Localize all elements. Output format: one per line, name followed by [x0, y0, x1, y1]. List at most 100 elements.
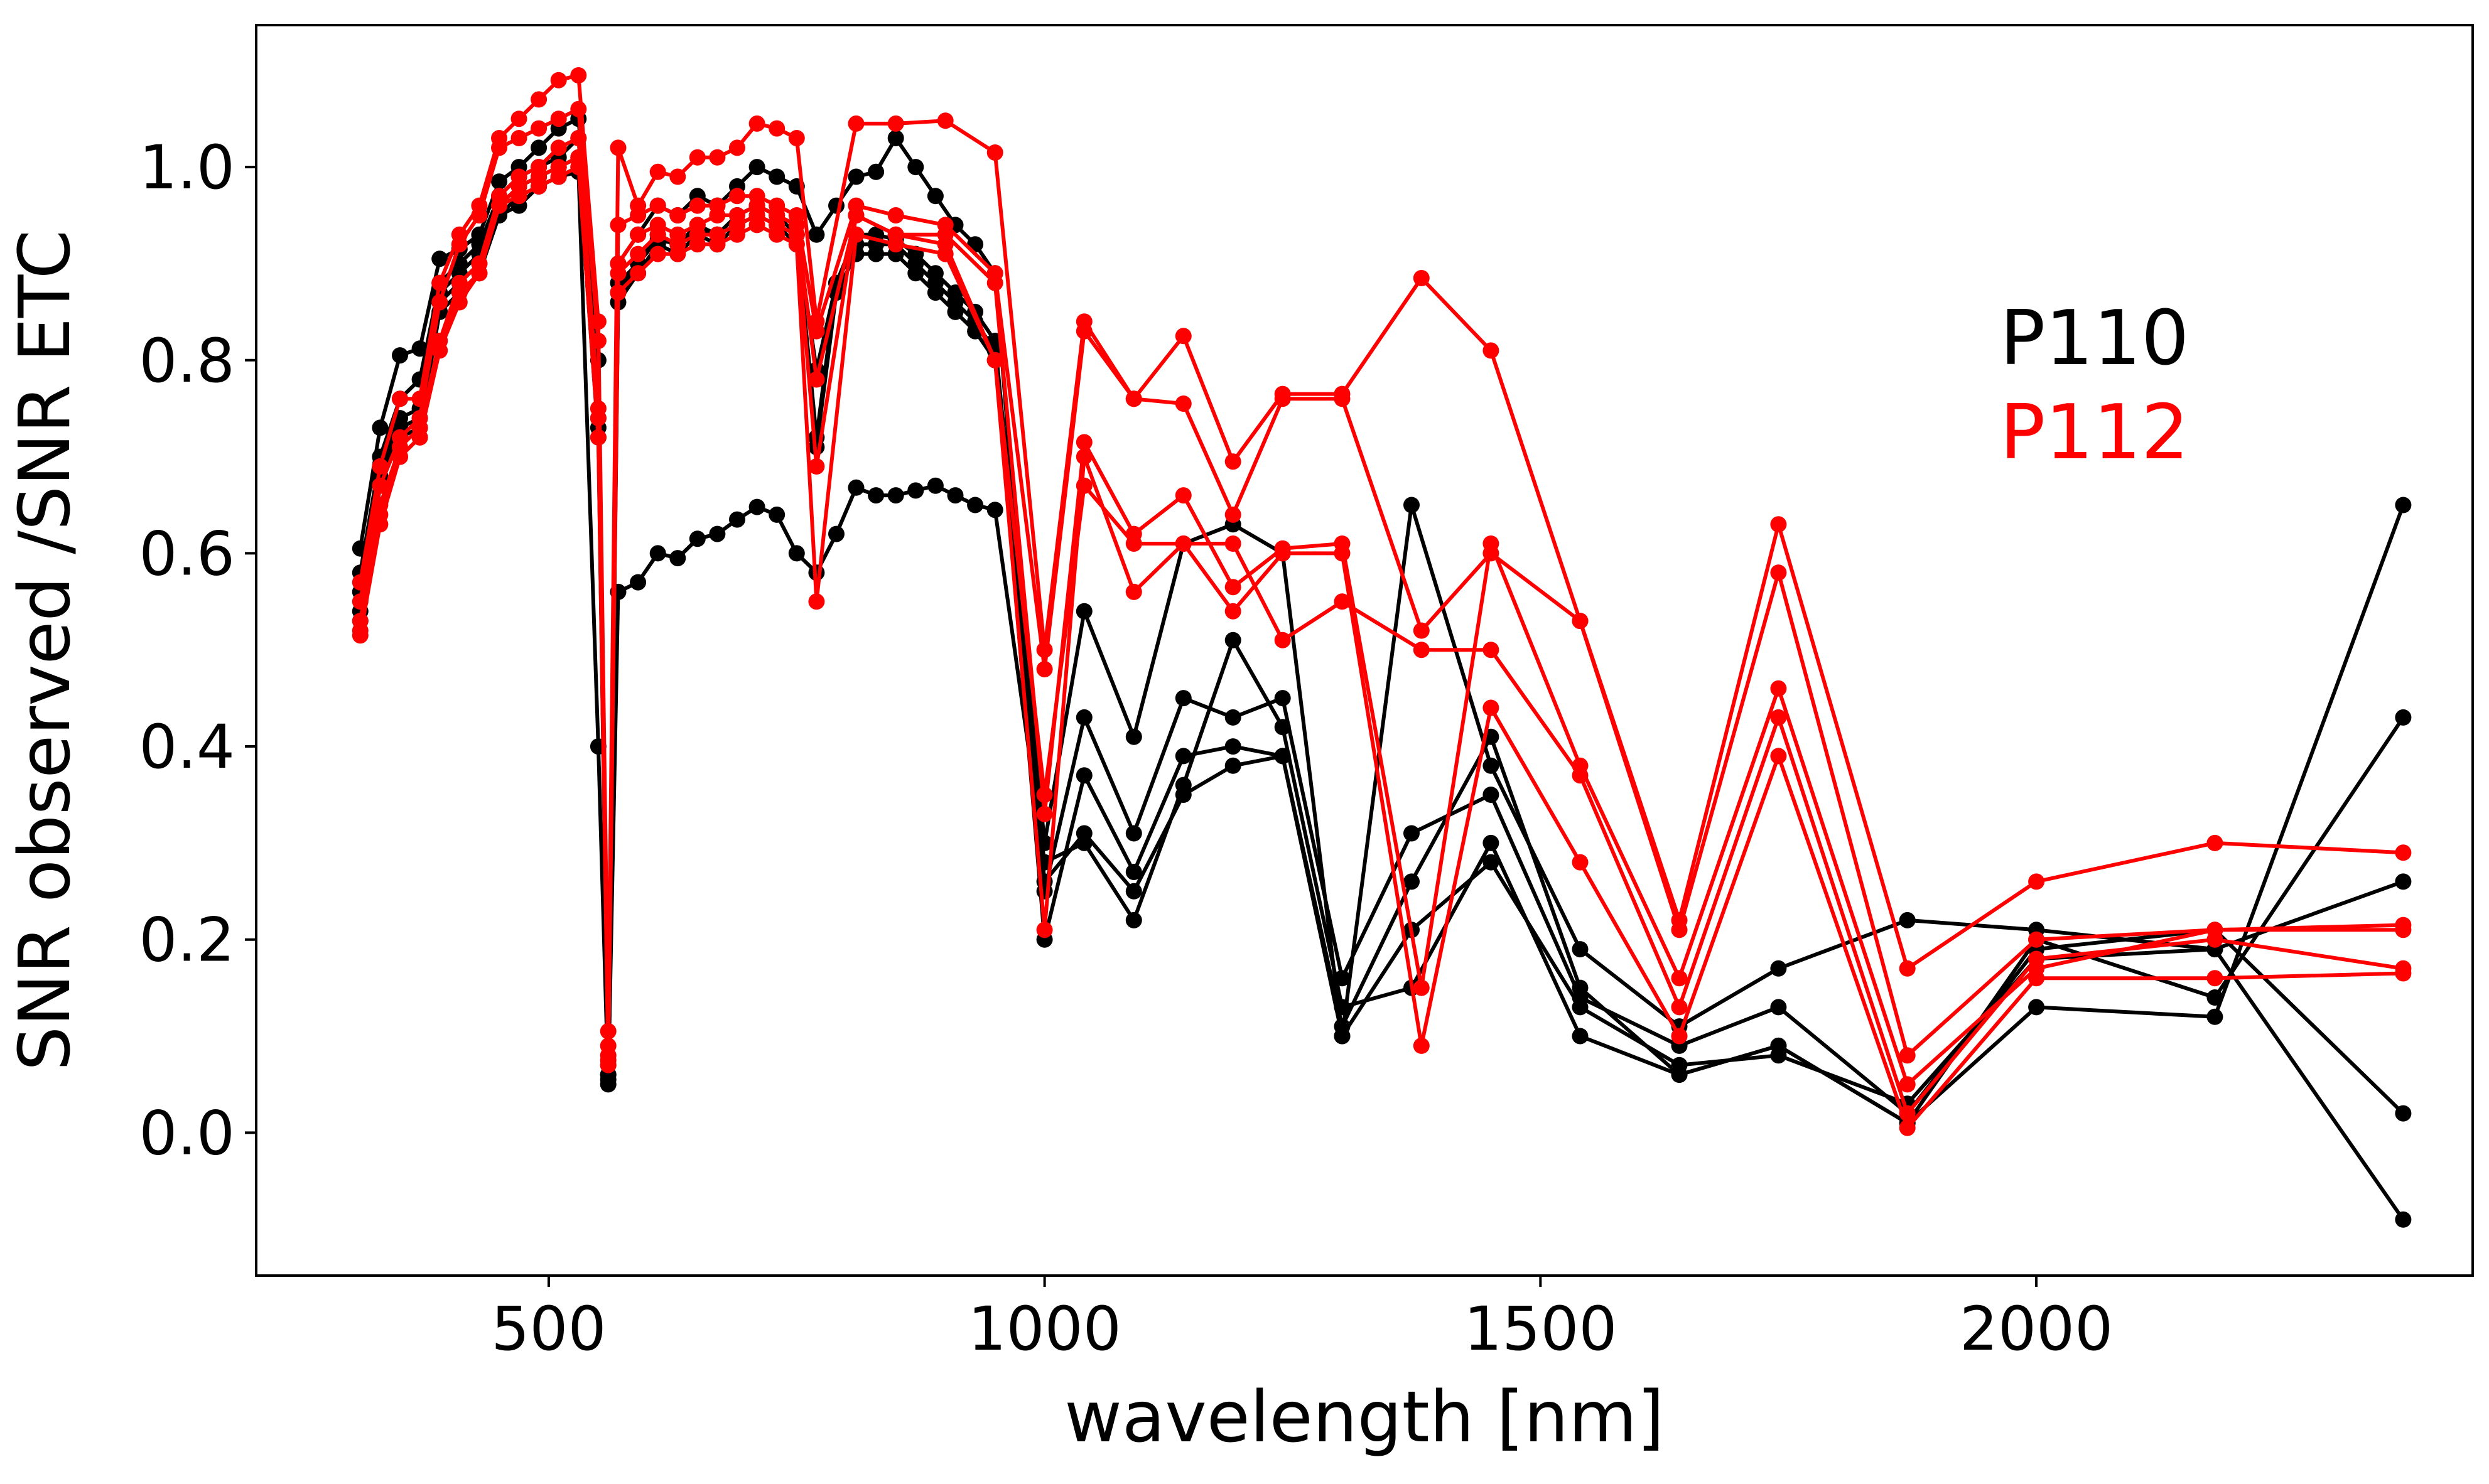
data-point — [868, 245, 885, 262]
data-point — [1572, 999, 1589, 1016]
data-point — [531, 178, 548, 195]
data-point — [689, 530, 706, 547]
data-point — [1899, 1047, 1916, 1064]
data-point — [491, 197, 507, 214]
data-point — [2395, 497, 2412, 513]
data-point — [649, 163, 666, 180]
data-point — [531, 91, 548, 108]
data-point — [1482, 854, 1499, 871]
data-point — [1224, 709, 1241, 726]
data-point — [600, 1057, 617, 1073]
data-point — [769, 120, 786, 137]
data-point — [1076, 603, 1093, 620]
data-point — [769, 168, 786, 185]
data-point — [510, 110, 527, 127]
data-point — [610, 265, 627, 282]
data-point — [1671, 1067, 1688, 1083]
data-point — [709, 149, 726, 166]
data-point — [986, 352, 1003, 368]
data-point — [1274, 690, 1291, 707]
data-point — [1403, 873, 1420, 890]
data-point — [1224, 603, 1241, 620]
data-point — [1770, 1037, 1787, 1054]
data-point — [769, 226, 786, 243]
data-point — [788, 236, 805, 253]
data-point — [689, 197, 706, 214]
data-point — [1076, 834, 1093, 851]
data-point — [550, 168, 567, 185]
data-point — [1175, 535, 1192, 552]
data-point — [1482, 699, 1499, 716]
data-point — [927, 284, 944, 301]
data-point — [2028, 999, 2045, 1016]
data-point — [1770, 999, 1787, 1016]
data-point — [531, 120, 548, 137]
data-point — [1125, 864, 1142, 880]
data-point — [1572, 941, 1589, 958]
data-point — [808, 226, 825, 243]
data-point — [1413, 1037, 1430, 1054]
data-point — [1770, 709, 1787, 726]
data-point — [2395, 844, 2412, 861]
data-point — [1334, 1028, 1351, 1045]
data-point — [2395, 873, 2412, 890]
data-point — [709, 207, 726, 223]
plot-frame — [255, 24, 2474, 1277]
data-point — [2395, 1211, 2412, 1228]
data-point — [1224, 757, 1241, 774]
data-point — [1770, 564, 1787, 581]
data-point — [848, 226, 865, 243]
data-point — [570, 159, 587, 176]
data-point — [471, 265, 488, 282]
data-point — [748, 159, 765, 176]
data-point — [1224, 579, 1241, 596]
data-point — [550, 72, 567, 89]
data-point — [1770, 748, 1787, 765]
data-point — [649, 197, 666, 214]
data-point — [1175, 395, 1192, 412]
data-point — [1572, 1028, 1589, 1045]
data-point — [1036, 805, 1053, 822]
data-point — [669, 168, 686, 185]
data-point — [491, 173, 507, 190]
data-point — [1175, 487, 1192, 504]
x-tick-label: 1000 — [968, 1294, 1121, 1364]
data-point — [848, 115, 865, 132]
data-point — [828, 525, 845, 542]
data-point — [630, 245, 647, 262]
data-point — [1036, 922, 1053, 938]
data-point — [1482, 834, 1499, 851]
data-point — [887, 130, 904, 146]
data-point — [392, 448, 408, 465]
data-point — [1076, 767, 1093, 784]
data-point — [848, 207, 865, 223]
data-point — [1572, 767, 1589, 784]
data-point — [769, 506, 786, 523]
data-point — [748, 498, 765, 515]
data-point — [1899, 1076, 1916, 1093]
data-point — [709, 525, 726, 542]
data-point — [907, 482, 924, 499]
data-point — [1175, 748, 1192, 765]
data-point — [1671, 1028, 1688, 1045]
data-point — [2395, 1105, 2412, 1122]
x-tick-label: 500 — [491, 1294, 606, 1364]
data-point — [1671, 922, 1688, 938]
data-point — [649, 245, 666, 262]
data-point — [887, 236, 904, 253]
y-tick-label: 0.4 — [139, 712, 235, 782]
data-point — [1770, 680, 1787, 697]
data-point — [1770, 516, 1787, 533]
data-point — [2028, 950, 2045, 967]
data-point — [1274, 632, 1291, 648]
data-point — [2395, 709, 2412, 726]
data-point — [2206, 931, 2223, 948]
data-point — [2206, 1008, 2223, 1025]
data-point — [610, 217, 627, 234]
data-point — [887, 115, 904, 132]
data-point — [1899, 911, 1916, 928]
data-point — [689, 236, 706, 253]
data-point — [630, 226, 647, 243]
data-point — [1334, 593, 1351, 610]
